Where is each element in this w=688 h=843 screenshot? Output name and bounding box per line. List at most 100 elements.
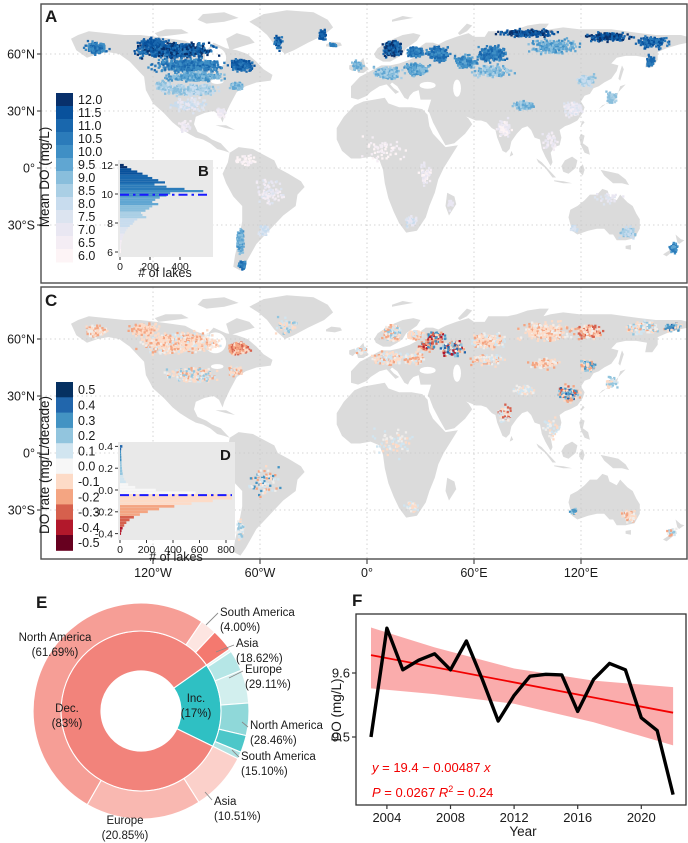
colorbar-cell [56, 535, 73, 551]
pie-label-dec-europe: Europe [106, 815, 143, 827]
colorbar-cell [56, 397, 73, 414]
inset-y-tick: 0.0 [98, 485, 113, 497]
pie-label-inc-inner: (17%) [181, 708, 212, 720]
inset-x-tick: 0 [117, 261, 123, 273]
histogram-bars [120, 163, 204, 254]
colorbar-cell [56, 210, 73, 224]
map-frame [40, 286, 688, 560]
outer-segment-dec-sa [194, 631, 231, 666]
panel-label-d: D [220, 447, 231, 464]
colorbar-tick-label: -0.3 [78, 506, 100, 520]
pie-label-inc-na: North America [250, 720, 323, 732]
colorbar-tick-label: 0.5 [78, 383, 95, 397]
plot-f-y-tick: 9.6 [332, 666, 350, 681]
colorbar-cell [56, 443, 73, 459]
colorbar-c-title: DO rate (mg/L/decade) [37, 396, 52, 534]
colorbar-cell [56, 158, 73, 172]
lat-tick-label: 60°N [7, 48, 35, 62]
colorbar-cell [56, 106, 73, 120]
inset-histogram-mean-do: 0 200 400 12 10 8 6 [101, 160, 213, 273]
colorbar-a-title: Mean DO (mg/L) [37, 127, 52, 228]
lat-axis: 60°N 30°N 0° 30°S [7, 48, 41, 233]
lon-tick-label: 0° [361, 566, 373, 580]
inset-x-tick: 200 [141, 261, 159, 273]
colorbar-tick-label: 0.1 [78, 444, 95, 458]
panel-label-e: E [36, 593, 47, 612]
graticule [41, 4, 687, 283]
inset-axes: 0 200 400 600 800 0.4 0.2 0.0 -0.2 -0.4 [95, 441, 235, 556]
colorbar-cell [56, 412, 73, 429]
pie-label-inc-europe: Europe [245, 664, 282, 676]
lon-tick-label: 120°E [564, 566, 598, 580]
inset-y-tick: 0.2 [98, 463, 113, 475]
lat-tick-label: 0° [23, 162, 35, 176]
colorbar-cell [56, 427, 73, 444]
inset-x-tick: 400 [164, 544, 182, 556]
colorbar-tick-label: 6.0 [78, 249, 95, 263]
line-chart-do-timeseries: 2004 2008 2012 2016 2020 9.6 9.5 y = 19.4 − 0.0… [332, 613, 687, 825]
colorbar-tick-label: 10.5 [78, 132, 102, 146]
colorbar-cell [56, 519, 73, 536]
plot-f-ylabel: DO (mg/L) [329, 678, 344, 741]
pie-label-dec-na: North America [19, 632, 92, 644]
regression-annotation: y = 19.4 − 0.00487 x [371, 760, 491, 775]
pie-label-dec-sa: (4.00%) [220, 622, 260, 634]
pie-label-dec-inner: (83%) [52, 718, 83, 730]
pie-label-inc-asia: Asia [236, 638, 259, 650]
plot-f-x-tick: 2004 [372, 810, 401, 825]
colorbar-tick-label: 0.3 [78, 414, 95, 428]
panel-label-a: A [45, 7, 57, 26]
lon-tick-label: 120°W [134, 566, 172, 580]
inset-b-xlabel: # of lakes [138, 266, 192, 280]
plot-f-x-tick: 2012 [500, 810, 529, 825]
plot-frame [355, 613, 687, 806]
colorbar-tick-label: 11.5 [78, 106, 101, 120]
pie-label-dec-sa: South America [220, 607, 295, 619]
inset-y-tick: 6 [107, 247, 113, 259]
colorbar-tick-label: 12.0 [78, 93, 102, 107]
sea [210, 364, 224, 370]
lon-tick-label: 60°W [245, 566, 276, 580]
label-leader-line [204, 791, 213, 801]
pie-label-inc-inner: Inc. [187, 693, 206, 705]
colorbar-cell [56, 223, 73, 237]
donut-chart-trend-shares: North America (61.69%) Dec. (83%) Inc. (17%) S… [19, 602, 323, 842]
sea [453, 79, 461, 97]
lat-tick-label: 30°N [7, 390, 35, 404]
label-leader-line [231, 749, 240, 758]
do-timeseries-line [369, 626, 675, 796]
colorbar-tick-label: 0.4 [78, 398, 95, 412]
colorbar-tick-label: -0.4 [78, 521, 100, 535]
inset-x-tick: 0 [117, 544, 123, 556]
colorbar-tick-label: 9.0 [78, 171, 95, 185]
colorbar-tick-label: 11.0 [78, 119, 101, 133]
inset-x-tick: 800 [217, 544, 235, 556]
lat-axis: 60°N 30°N 0° 30°S [7, 333, 41, 518]
colorbar-cell [56, 145, 73, 159]
inset-y-tick: 0.4 [98, 441, 113, 453]
colorbar-tick-label: -0.5 [78, 536, 100, 550]
lake-dots [82, 27, 679, 271]
colorbar-cell [56, 93, 73, 107]
colorbar-tick-label: 0.0 [78, 460, 95, 474]
colorbar-cell [56, 236, 73, 250]
colorbar-cell [56, 132, 73, 146]
colorbar-tick-label: 10.0 [78, 145, 102, 159]
pie-label-inc-asia: (18.62%) [236, 653, 283, 665]
map-frame [40, 3, 688, 284]
histogram-bars [120, 445, 232, 535]
plot-f-x-tick: 2016 [563, 810, 592, 825]
colorbar-tick-label: -0.1 [78, 475, 100, 489]
label-leader-line [228, 670, 244, 679]
inset-x-tick: 400 [171, 261, 189, 273]
lake-dots [85, 315, 683, 541]
colorbar-do-rate: 0.50.4 0.30.20.1 0.0-0.1-0.2 -0.3-0.4-0.5 [56, 382, 100, 551]
colorbar-tick-label: 0.2 [78, 429, 95, 443]
colorbar-cell [56, 184, 73, 198]
label-leader-line [205, 612, 219, 626]
colorbar-tick-label: 8.0 [78, 197, 95, 211]
colorbar-cell [56, 197, 73, 211]
inset-x-tick: 200 [138, 544, 156, 556]
